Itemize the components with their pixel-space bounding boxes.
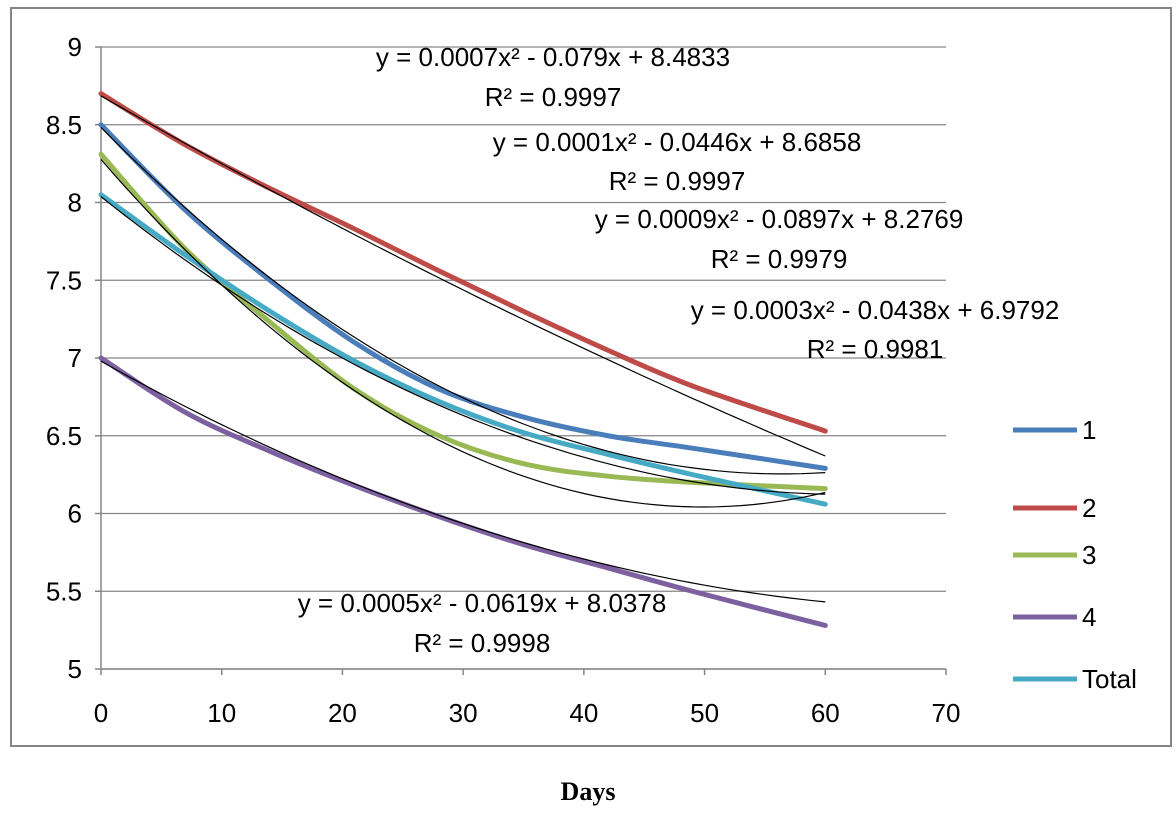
x-axis-title: Days (560, 777, 616, 806)
trendline-equation-4: y = 0.0005x² - 0.0619x + 8.0378 (298, 588, 667, 618)
trendline-equation-0: y = 0.0007x² - 0.079x + 8.4833 (376, 42, 730, 72)
trendline-3 (100, 360, 826, 603)
x-tick-label-0: 0 (94, 698, 108, 728)
trendline-equation-1: y = 0.0001x² - 0.0446x + 8.6858 (493, 127, 862, 157)
trendline-1 (100, 95, 826, 457)
legend-label-Total: Total (1082, 664, 1137, 694)
y-tick-label-7: 8.5 (46, 110, 82, 140)
y-tick-label-0: 5 (68, 654, 82, 684)
trendline-equation-3: y = 0.0003x² - 0.0438x + 6.9792 (691, 295, 1060, 325)
trendline-r2-4: R² = 0.9998 (414, 628, 551, 658)
y-tick-label-1: 5.5 (46, 576, 82, 606)
legend-label-2: 2 (1082, 493, 1096, 523)
trendline-r2-3: R² = 0.9981 (807, 334, 944, 364)
trendline-r2-0: R² = 0.9997 (485, 82, 622, 112)
y-tick-label-6: 8 (68, 188, 82, 218)
x-tick-label-4: 40 (569, 698, 598, 728)
x-tick-label-6: 60 (811, 698, 840, 728)
x-tick-label-3: 30 (449, 698, 478, 728)
trendline-equation-2: y = 0.0009x² - 0.0897x + 8.2769 (595, 204, 964, 234)
x-tick-label-1: 10 (207, 698, 236, 728)
y-tick-label-2: 6 (68, 499, 82, 529)
trendline-4 (100, 196, 826, 495)
legend-label-4: 4 (1082, 602, 1096, 632)
legend-label-1: 1 (1082, 415, 1096, 445)
y-tick-label-3: 6.5 (46, 421, 82, 451)
x-tick-label-5: 50 (690, 698, 719, 728)
series-line-2 (98, 91, 828, 434)
series-line-4 (98, 355, 828, 628)
x-tick-label-7: 70 (932, 698, 961, 728)
trendline-0 (100, 126, 826, 475)
trendline-r2-2: R² = 0.9979 (711, 244, 848, 274)
series-line-Total (98, 192, 828, 507)
y-tick-label-8: 9 (68, 32, 82, 62)
chart-frame (10, 7, 1172, 747)
series-line-1 (98, 122, 828, 471)
trendline-r2-1: R² = 0.9997 (609, 166, 746, 196)
y-tick-label-5: 7.5 (46, 265, 82, 295)
y-tick-label-4: 7 (68, 343, 82, 373)
x-tick-label-2: 20 (328, 698, 357, 728)
legend-label-3: 3 (1082, 540, 1096, 570)
